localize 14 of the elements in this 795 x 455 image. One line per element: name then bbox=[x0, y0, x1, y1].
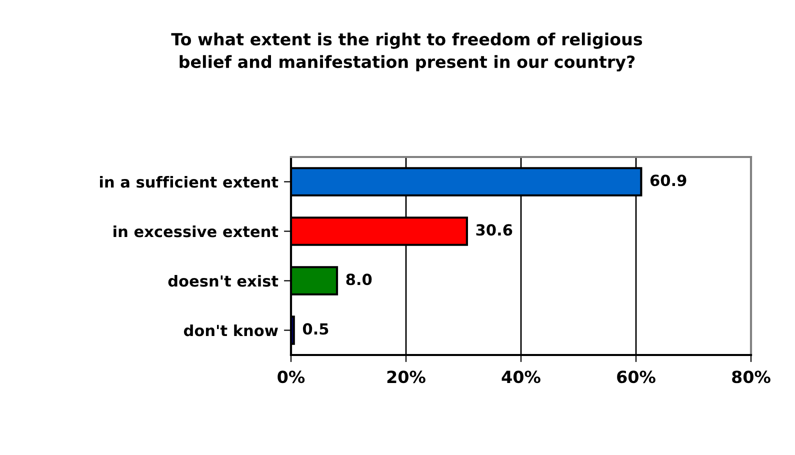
x-tick-label: 40% bbox=[502, 370, 540, 384]
data-label: 0.5 bbox=[302, 323, 328, 335]
data-label: 60.9 bbox=[650, 174, 686, 186]
x-tick-label: 0% bbox=[278, 370, 305, 384]
y-tick-label: don't know bbox=[184, 324, 278, 336]
y-tick-label: doesn't exist bbox=[168, 274, 278, 287]
data-label: 30.6 bbox=[476, 224, 512, 236]
y-tick-label: in excessive extent bbox=[114, 225, 278, 238]
x-tick-label: 80% bbox=[732, 370, 770, 384]
chart-title: To what extent is the right to freedom of religious belief and manifestation present in our country? bbox=[171, 32, 642, 72]
data-label: 8.0 bbox=[346, 274, 372, 286]
y-tick-label: in a sufficient extent bbox=[100, 176, 278, 188]
x-tick-label: 60% bbox=[617, 370, 656, 384]
x-tick-label: 20% bbox=[387, 370, 426, 384]
